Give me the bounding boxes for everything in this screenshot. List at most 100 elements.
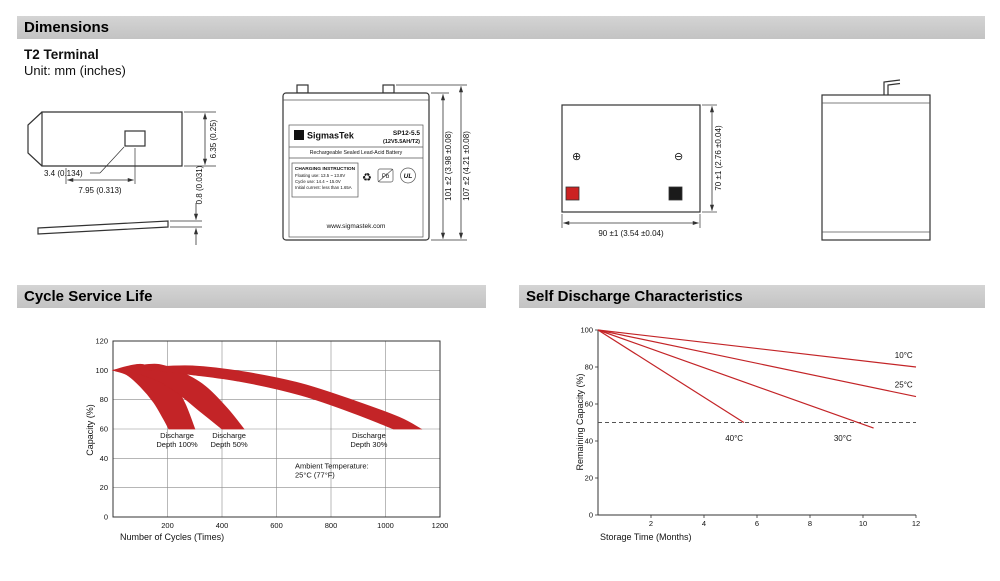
y-tick-label: 60 [100, 425, 108, 434]
battery-side-view [821, 79, 931, 241]
x-tick-label: 800 [325, 521, 338, 530]
battery-top-view: ⊕ ⊖ 90 ±1 (3.54 ±0.04) 70 ±1 (2.76 ±0.04… [561, 104, 723, 238]
terminal-stub-left [296, 84, 309, 94]
negative-terminal-symbol: ⊖ [674, 151, 683, 163]
ul-mark-icon: UL [400, 167, 416, 184]
positive-terminal-symbol: ⊕ [572, 151, 581, 163]
dim-depth: 70 ±1 (2.76 ±0.04) [702, 104, 723, 213]
series-line [597, 329, 745, 424]
y-tick-label: 0 [589, 511, 593, 520]
dim-text-case-height: 101 ±2 (3.98 ±0.08) [444, 131, 453, 201]
y-axis-label: Remaining Capacity (%) [575, 373, 585, 470]
dim-hole: 3.4 (0.134) [44, 146, 125, 178]
negative-terminal-marker [668, 186, 683, 201]
y-tick-label: 20 [585, 474, 593, 483]
charging-line-1: Floating use: 13.5 ~ 13.8V [295, 173, 345, 178]
y-tick-label: 60 [585, 400, 593, 409]
x-tick-label: 1200 [432, 521, 449, 530]
dim-text-total-height: 107 ±2 (4.21 ±0.08) [462, 131, 471, 201]
dim-total-height: 107 ±2 (4.21 ±0.08) [396, 84, 471, 240]
brand-name: SigmasTek [307, 131, 355, 141]
terminal-tab-side-view [37, 220, 169, 235]
y-tick-label: 120 [95, 337, 108, 346]
dim-text-hole-offset: 7.95 (0.313) [78, 186, 121, 195]
terminal-detail-drawing: 6.35 (0.25) 3.4 (0.134) 7.95 (0.313) 0.8… [27, 111, 218, 245]
battery-type-line: Rechargeable Sealed Lead-Acid Battery [310, 150, 403, 156]
annotation: Discharge Depth 100% [156, 431, 198, 449]
series-label: 40°C [725, 434, 743, 443]
logo-square [294, 130, 304, 140]
annotation: Ambient Temperature: 25°C (77°F) [295, 462, 369, 480]
annotation: Discharge Depth 50% [211, 431, 248, 449]
battery-front-view: S SigmasTek SP12-5.5 (12V5.5AH/T2) Recha… [282, 84, 471, 241]
section-header-dimensions: Dimensions [17, 16, 985, 39]
series-line [597, 329, 917, 398]
terminal-type-label: T2 Terminal [24, 47, 99, 62]
charging-line-2: Cycle use: 14.4 ~ 15.0V [295, 179, 341, 184]
annotation: Discharge Depth 30% [350, 431, 387, 449]
x-tick-label: 6 [755, 519, 759, 528]
x-axis-label: Number of Cycles (Times) [120, 532, 224, 542]
y-tick-label: 100 [580, 326, 593, 335]
dim-text-width: 90 ±1 (3.54 ±0.04) [598, 229, 664, 238]
charging-instruction-box [291, 162, 359, 198]
y-tick-label: 20 [100, 483, 108, 492]
pb-label: Pb [382, 174, 390, 180]
x-tick-label: 600 [270, 521, 283, 530]
x-tick-label: 200 [161, 521, 174, 530]
y-tick-label: 0 [104, 513, 108, 522]
series-label: 30°C [834, 434, 852, 443]
dim-text-hole: 3.4 (0.134) [44, 169, 83, 178]
self-discharge-chart: Remaining Capacity (%) Storage Time (Mon… [575, 326, 920, 543]
cycle-service-life-chart: Capacity (%) Number of Cycles (Times) 0 2… [85, 337, 449, 543]
dim-thickness: 0.8 (0.031) [170, 165, 204, 245]
no-lead-icon: Pb [377, 168, 394, 183]
battery-label: S SigmasTek SP12-5.5 (12V5.5AH/T2) Recha… [288, 124, 424, 238]
ul-label: UL [404, 173, 413, 180]
x-tick-label: 10 [859, 519, 867, 528]
y-tick-label: 100 [95, 366, 108, 375]
dim-hole-offset: 7.95 (0.313) [65, 148, 136, 195]
website-text: www.sigmastek.com [326, 223, 386, 230]
recycle-icon: ♻ [362, 172, 372, 184]
dim-terminal-width: 6.35 (0.25) [184, 111, 218, 167]
series-label: 25°C [895, 380, 913, 389]
x-tick-label: 8 [808, 519, 812, 528]
dim-text-terminal-width: 6.35 (0.25) [209, 119, 218, 158]
terminal-hole [124, 130, 146, 147]
charging-line-3: Initial current: less than 1.65A [295, 185, 352, 190]
unit-label: Unit: mm (inches) [24, 63, 126, 78]
x-axis-label: Storage Time (Months) [600, 532, 692, 542]
y-tick-label: 80 [585, 363, 593, 372]
dim-text-depth: 70 ±1 (2.76 ±0.04) [714, 125, 723, 191]
series-line [597, 329, 874, 429]
discharge-band [112, 363, 245, 430]
x-tick-label: 4 [702, 519, 706, 528]
plot-border [112, 340, 441, 518]
y-axis-label: Capacity (%) [85, 404, 95, 456]
y-tick-label: 40 [585, 437, 593, 446]
series-label: 10°C [895, 351, 913, 360]
positive-terminal-marker [565, 186, 580, 201]
y-tick-label: 80 [100, 395, 108, 404]
x-tick-label: 12 [912, 519, 920, 528]
x-tick-label: 1000 [377, 521, 394, 530]
x-tick-label: 2 [649, 519, 653, 528]
terminal-stub-right [382, 84, 395, 94]
discharge-band [112, 365, 423, 430]
discharge-band [111, 363, 196, 430]
dim-width: 90 ±1 (3.54 ±0.04) [561, 214, 701, 238]
logo-letter: S [296, 131, 301, 140]
section-header-self-discharge: Self Discharge Characteristics [519, 285, 985, 308]
spec-text: (12V5.5AH/T2) [383, 139, 420, 145]
section-header-cycle-service-life: Cycle Service Life [17, 285, 486, 308]
x-tick-label: 400 [216, 521, 229, 530]
side-view-outline [821, 79, 931, 241]
dim-text-thickness: 0.8 (0.031) [195, 165, 204, 204]
model-number: SP12-5.5 [393, 130, 420, 137]
battery-case-front [282, 84, 430, 241]
dim-case-height: 101 ±2 (3.98 ±0.08) [431, 92, 467, 241]
charging-title: CHARGING INSTRUCTION [295, 166, 356, 172]
terminal-tab-top-view [27, 111, 183, 167]
